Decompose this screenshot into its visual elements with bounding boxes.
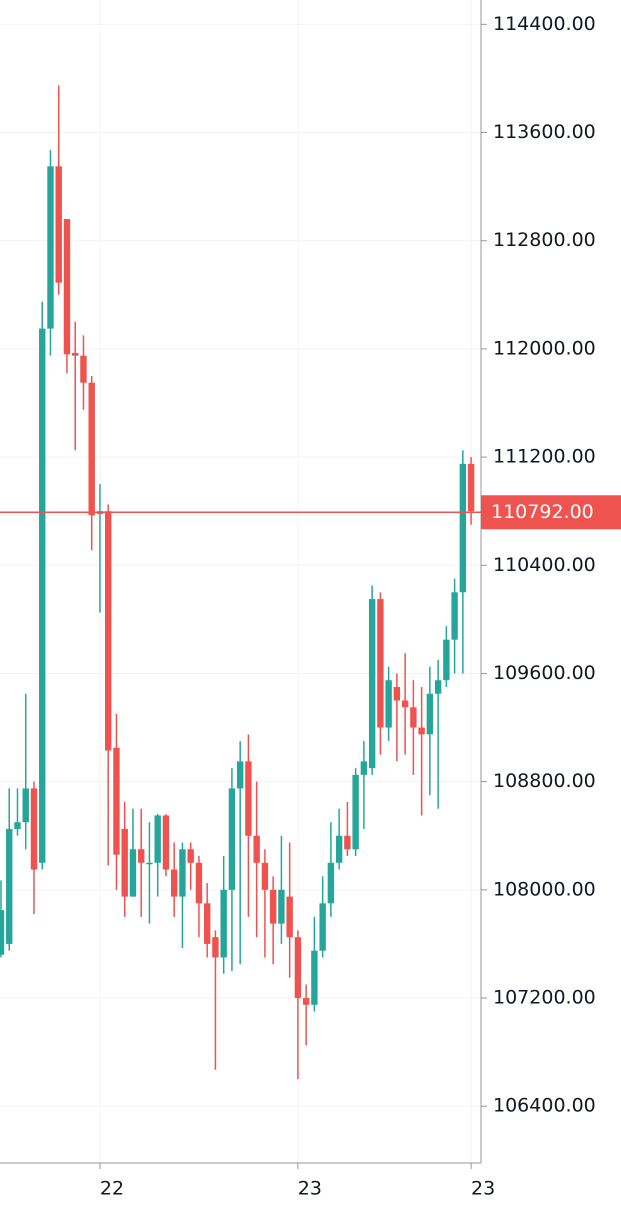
candle-body [245,761,252,836]
candle-body [352,774,359,850]
candle-body [451,592,458,640]
candle-body [269,889,277,924]
candle-body [393,686,401,701]
y-tick-label: 114400.00 [493,13,596,35]
candle-body [319,903,326,951]
candle-body [47,166,54,329]
candle-body [418,727,425,735]
candle-body [187,849,194,863]
candle-body [302,998,310,1005]
candle-body [22,788,29,823]
candle-body [220,889,227,958]
candle-body [63,219,71,355]
y-tick-label: 106400.00 [493,1095,596,1117]
candle-body [278,889,285,924]
candle-body [434,680,442,694]
candle-body [195,862,203,904]
y-tick-label: 107200.00 [493,987,596,1009]
candle-body [179,849,186,897]
candle-body [146,862,153,865]
candle-body [401,700,409,708]
candle-body [105,511,112,751]
last-price-label: 110792.00 [491,501,594,523]
candle-body [137,849,145,863]
candle-body [0,910,5,955]
candle-body [311,950,318,1005]
candle-body [30,788,38,870]
candle-body [129,849,137,897]
candle-body [286,896,293,938]
candle-body [327,862,335,904]
x-tick-label: 23 [298,1178,322,1200]
candle-body [360,761,368,775]
candle-body [368,599,376,769]
y-tick-label: 113600.00 [493,121,596,143]
y-tick-label: 108800.00 [493,770,596,792]
candle-body [203,903,211,944]
candle-body [236,761,244,789]
candle-body [228,788,236,890]
y-tick-label: 111200.00 [493,446,596,468]
candle-body [88,382,95,516]
candle-body [6,828,13,944]
y-tick-label: 108000.00 [493,878,596,900]
candle-body [335,835,343,863]
candle-body [410,707,417,728]
candle-body [467,463,475,512]
candle-body [14,822,21,829]
candle-body [72,352,79,356]
candle-body [443,639,450,681]
candle-body [261,862,269,890]
candle-body [154,815,161,863]
y-tick-label: 109600.00 [493,662,596,684]
candle-body [426,693,434,735]
candle-body [212,937,219,958]
last-price-box [481,495,621,530]
candle-body [121,828,128,897]
candle-body [113,747,120,855]
candle-body [162,815,170,870]
x-tick-label: 22 [100,1178,124,1200]
candle-body [80,355,87,383]
y-tick-label: 112000.00 [493,337,596,359]
x-tick-label: 23 [471,1178,495,1200]
candle-body [294,937,302,999]
candle-body [253,835,260,863]
candle-body [55,166,62,283]
candle-body [170,869,178,897]
candle-body [344,835,351,850]
candle-body [39,328,46,863]
candle-body [385,680,392,728]
y-tick-label: 110400.00 [493,554,596,576]
candle-body [459,463,467,593]
candle-body [377,599,384,728]
y-tick-label: 112800.00 [493,229,596,251]
